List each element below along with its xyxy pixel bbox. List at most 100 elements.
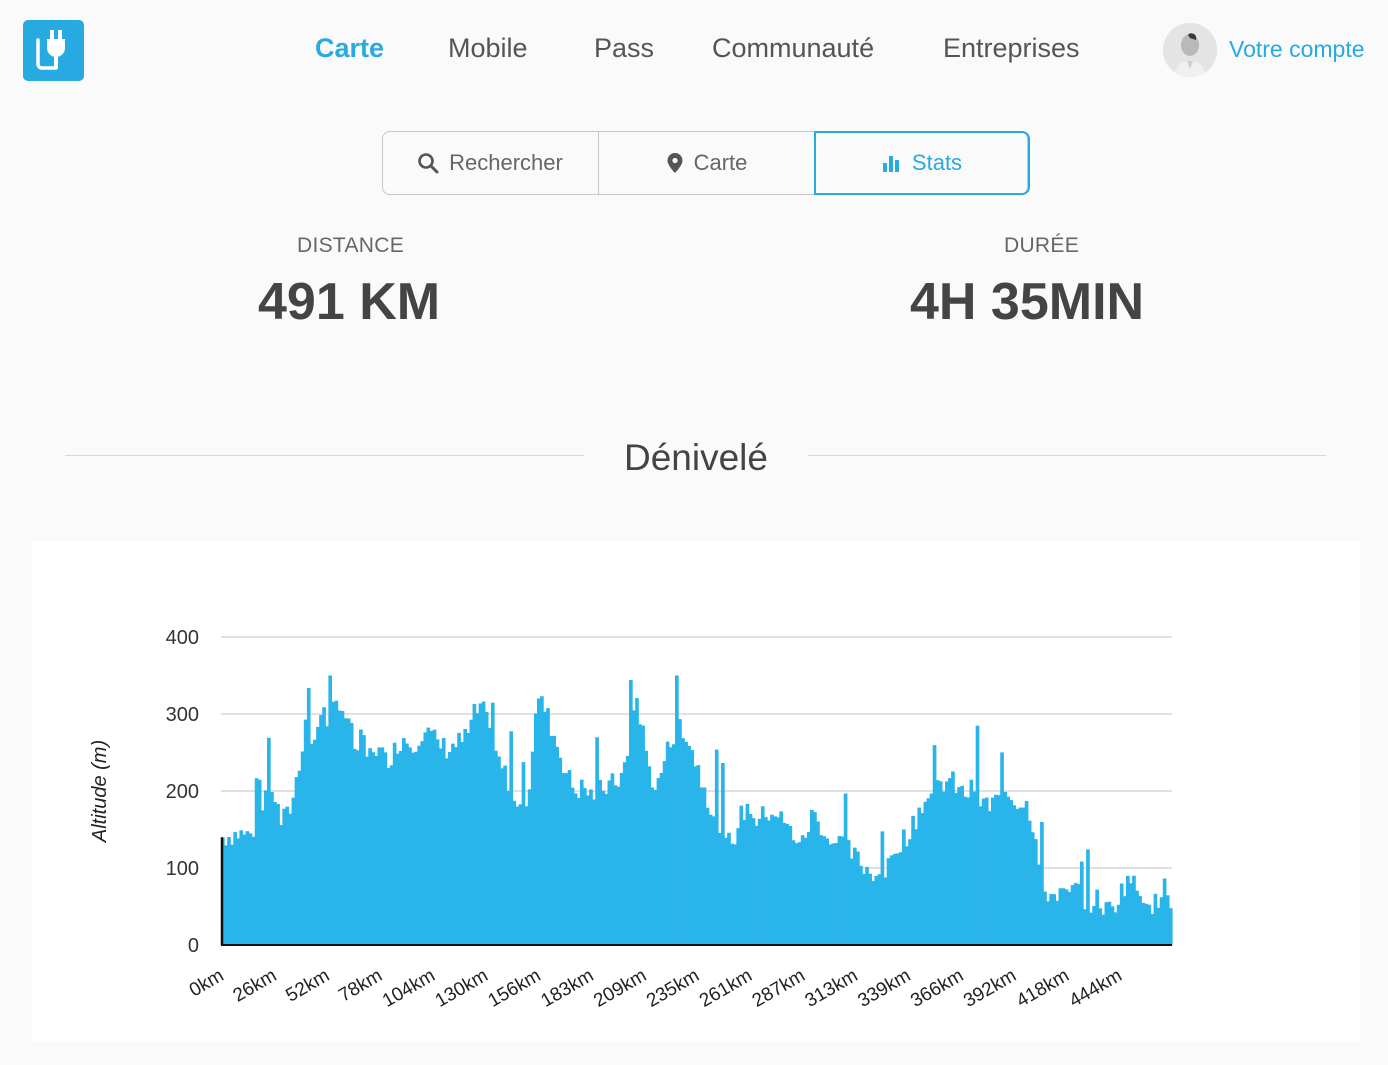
elevation-bar: [763, 817, 768, 945]
elevation-bar: [1156, 907, 1161, 945]
x-tick-label: 130km: [432, 965, 492, 1012]
elevation-chart: 0 100 200 300 400 Altitude (m) 0km 26km 52km 78km…: [32, 541, 1360, 1041]
distance-value: 491 KM: [258, 273, 441, 331]
nav-item-pass[interactable]: Pass: [594, 33, 655, 63]
elevation-bar: [573, 793, 578, 945]
elevation-bar: [1113, 912, 1118, 945]
avatar[interactable]: [1163, 23, 1217, 77]
x-tick-label: 366km: [907, 965, 967, 1012]
bar-chart-icon: [882, 156, 899, 172]
elevation-bar: [856, 851, 860, 945]
x-tick-label: 209km: [590, 965, 650, 1012]
elevation-bar: [727, 832, 731, 945]
elevation-bar: [895, 853, 900, 945]
elevation-bar: [681, 738, 685, 945]
elevation-bar: [656, 778, 661, 945]
elevation-bar: [1061, 888, 1066, 945]
elevation-bar: [276, 804, 280, 945]
elevation-bar: [331, 701, 336, 945]
elevation-bar: [613, 785, 618, 945]
tab-search[interactable]: Rechercher: [382, 131, 598, 195]
elevation-bar: [285, 806, 290, 945]
elevation-bar: [414, 751, 418, 945]
elevation-bar: [773, 816, 777, 945]
elevation-bar: [444, 758, 449, 945]
nav-item-entreprises[interactable]: Entreprises: [943, 33, 1080, 63]
elevation-bar: [549, 735, 553, 945]
elevation-bar: [392, 742, 397, 945]
app-logo[interactable]: [23, 20, 84, 81]
elevation-bar: [267, 737, 271, 945]
tab-map[interactable]: Carte: [598, 131, 814, 195]
elevation-bar: [362, 735, 366, 945]
elevation-bar: [319, 714, 323, 945]
elevation-bar: [582, 788, 587, 945]
elevation-bar: [997, 795, 1001, 945]
elevation-bar: [825, 838, 830, 945]
elevation-bar: [742, 819, 747, 945]
elevation-bar: [233, 832, 237, 945]
elevation-bar: [647, 766, 652, 945]
elevation-bar: [432, 729, 437, 945]
elevation-bar: [711, 816, 716, 945]
elevation-bar: [448, 752, 452, 945]
elevation-bar: [1018, 807, 1023, 945]
x-tick-label: 418km: [1013, 965, 1073, 1012]
elevation-bar: [555, 746, 560, 945]
elevation-bar: [632, 710, 636, 945]
elevation-bar: [935, 780, 940, 945]
elevation-bar: [1159, 897, 1164, 945]
elevation-bar: [843, 793, 848, 945]
nav-item-communaute[interactable]: Communauté: [712, 33, 875, 63]
elevation-bar: [463, 729, 468, 945]
elevation-bar: [721, 762, 725, 945]
elevation-bar: [1003, 791, 1007, 945]
elevation-bar: [598, 779, 602, 945]
elevation-bar: [898, 852, 903, 945]
elevation-bar: [1086, 849, 1090, 945]
x-tick-label: 261km: [696, 965, 756, 1012]
elevation-bar: [892, 853, 897, 945]
distance-label: DISTANCE: [297, 234, 405, 257]
elevation-bar: [297, 770, 302, 945]
elevation-bar: [288, 813, 293, 945]
elevation-bar: [441, 737, 446, 945]
elevation-bar: [389, 765, 394, 945]
elevation-bar: [828, 844, 833, 945]
elevation-bar: [604, 793, 609, 945]
nav-item-mobile[interactable]: Mobile: [448, 33, 528, 63]
elevation-bar: [322, 707, 326, 945]
elevation-bar: [822, 836, 826, 945]
elevation-bar: [938, 781, 943, 945]
elevation-bar: [374, 755, 379, 945]
x-tick-label: 156km: [485, 965, 545, 1012]
elevation-bar: [1147, 904, 1152, 945]
elevation-bar: [944, 781, 949, 945]
elevation-bar: [1098, 908, 1103, 945]
elevation-bar: [984, 797, 989, 945]
elevation-bar: [398, 750, 403, 945]
elevation-bar: [1104, 902, 1109, 945]
elevation-bar: [865, 866, 869, 945]
elevation-bar: [340, 710, 345, 945]
y-tick-label: 100: [166, 858, 199, 880]
elevation-bar: [902, 829, 906, 945]
elevation-bar: [954, 793, 958, 945]
plug-logo-icon: [36, 30, 65, 70]
nav-item-carte[interactable]: Carte: [315, 33, 385, 63]
elevation-bar: [883, 877, 888, 945]
elevation-bar: [705, 807, 710, 945]
account-link[interactable]: Votre compte: [1229, 36, 1365, 62]
elevation-bar: [650, 787, 655, 945]
elevation-bar: [558, 757, 563, 945]
elevation-bar: [484, 712, 489, 945]
elevation-bar: [1024, 801, 1029, 945]
elevation-bar: [1165, 895, 1170, 945]
elevation-bar: [490, 702, 495, 945]
elevation-bar: [1150, 913, 1155, 945]
elevation-bar: [512, 800, 517, 945]
tab-stats[interactable]: Stats: [814, 131, 1030, 195]
elevation-bar: [601, 790, 606, 945]
elevation-bar: [300, 751, 305, 945]
elevation-bar: [1135, 890, 1139, 945]
